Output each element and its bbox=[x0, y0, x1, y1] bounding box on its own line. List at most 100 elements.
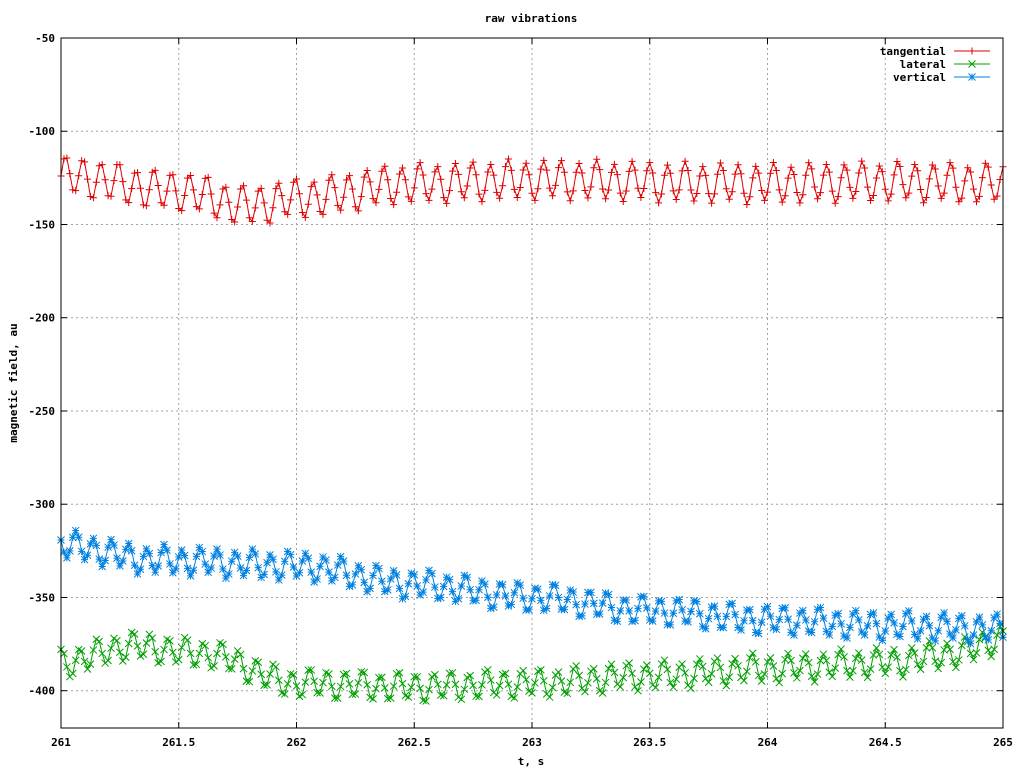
data-point-lateral bbox=[725, 673, 734, 682]
data-point-vertical bbox=[616, 607, 625, 615]
data-point-lateral bbox=[651, 683, 660, 692]
data-point-lateral bbox=[890, 645, 898, 654]
data-point-tangential bbox=[869, 192, 877, 200]
data-point-vertical bbox=[357, 565, 366, 574]
data-point-tangential bbox=[740, 189, 748, 197]
data-point-vertical bbox=[666, 621, 675, 629]
data-point-tangential bbox=[398, 164, 406, 172]
data-point-tangential bbox=[357, 193, 365, 201]
data-point-vertical bbox=[657, 597, 666, 606]
data-point-tangential bbox=[419, 171, 427, 179]
data-point-vertical bbox=[710, 602, 719, 610]
data-point-vertical bbox=[433, 594, 442, 603]
data-point-vertical bbox=[263, 558, 271, 567]
data-point-lateral bbox=[86, 660, 95, 668]
data-point-lateral bbox=[784, 649, 792, 658]
legend-marker-lateral bbox=[968, 60, 976, 68]
data-point-tangential bbox=[360, 173, 368, 181]
data-point-lateral bbox=[554, 668, 563, 677]
data-point-tangential bbox=[134, 169, 142, 177]
data-point-tangential bbox=[622, 187, 630, 195]
data-point-tangential bbox=[881, 185, 889, 193]
data-point-vertical bbox=[990, 614, 999, 622]
data-point-tangential bbox=[990, 195, 998, 203]
data-point-vertical bbox=[428, 569, 436, 578]
data-point-vertical bbox=[993, 610, 1001, 618]
data-point-tangential bbox=[766, 169, 774, 177]
data-point-tangential bbox=[687, 186, 695, 194]
data-point-tangential bbox=[516, 183, 524, 191]
y-tick-label: -300 bbox=[29, 498, 56, 511]
data-point-lateral bbox=[325, 670, 333, 678]
data-point-lateral bbox=[77, 647, 86, 655]
data-point-lateral bbox=[754, 671, 763, 680]
data-point-vertical bbox=[369, 571, 377, 580]
data-point-vertical bbox=[342, 571, 351, 580]
x-tick-label: 265 bbox=[993, 736, 1013, 749]
data-point-lateral bbox=[431, 670, 439, 679]
data-point-lateral bbox=[219, 640, 227, 649]
data-point-vertical bbox=[204, 568, 213, 577]
data-point-lateral bbox=[236, 650, 245, 659]
data-point-tangential bbox=[996, 175, 1004, 183]
data-point-tangential bbox=[366, 178, 374, 186]
data-point-vertical bbox=[866, 610, 875, 619]
data-point-vertical bbox=[233, 552, 242, 560]
data-point-tangential bbox=[911, 160, 919, 168]
data-point-lateral bbox=[592, 674, 601, 683]
data-point-tangential bbox=[251, 204, 259, 212]
data-point-vertical bbox=[996, 619, 1004, 628]
data-point-tangential bbox=[887, 190, 895, 198]
data-point-vertical bbox=[348, 581, 357, 589]
data-point-vertical bbox=[916, 626, 925, 635]
data-point-lateral bbox=[642, 661, 651, 670]
data-point-vertical bbox=[899, 622, 907, 631]
data-point-vertical bbox=[475, 585, 483, 594]
data-point-vertical bbox=[254, 563, 263, 572]
data-point-lateral bbox=[798, 654, 807, 663]
data-point-lateral bbox=[142, 639, 151, 647]
data-point-vertical bbox=[581, 600, 589, 608]
data-point-tangential bbox=[396, 170, 404, 178]
data-point-tangential bbox=[78, 157, 86, 165]
data-point-vertical bbox=[972, 618, 981, 626]
data-point-tangential bbox=[655, 199, 663, 207]
data-point-lateral bbox=[772, 674, 781, 683]
data-point-tangential bbox=[920, 199, 928, 207]
data-point-lateral bbox=[195, 649, 204, 658]
data-point-lateral bbox=[822, 656, 831, 665]
data-point-lateral bbox=[713, 654, 722, 662]
data-point-lateral bbox=[469, 681, 477, 690]
data-point-vertical bbox=[728, 599, 737, 608]
data-point-vertical bbox=[280, 557, 289, 566]
data-point-vertical bbox=[678, 605, 686, 614]
data-point-tangential bbox=[272, 185, 280, 193]
data-point-tangential bbox=[139, 201, 147, 209]
data-point-lateral bbox=[528, 689, 536, 697]
data-point-lateral bbox=[757, 677, 766, 685]
data-point-lateral bbox=[342, 669, 351, 678]
data-point-lateral bbox=[339, 670, 348, 679]
data-point-vertical bbox=[383, 586, 392, 594]
data-point-lateral bbox=[834, 650, 843, 659]
data-point-lateral bbox=[160, 645, 168, 654]
data-point-tangential bbox=[578, 169, 586, 177]
data-point-vertical bbox=[304, 554, 313, 563]
data-point-lateral bbox=[990, 645, 999, 654]
data-point-tangential bbox=[128, 185, 136, 193]
data-point-tangential bbox=[413, 165, 421, 173]
data-point-vertical bbox=[610, 616, 619, 625]
data-point-lateral bbox=[637, 678, 645, 686]
data-point-tangential bbox=[434, 163, 442, 171]
data-point-vertical bbox=[881, 627, 890, 635]
data-point-vertical bbox=[230, 548, 239, 557]
data-point-tangential bbox=[101, 176, 109, 184]
data-point-vertical bbox=[931, 636, 940, 645]
data-point-lateral bbox=[813, 670, 822, 678]
data-point-vertical bbox=[831, 611, 840, 620]
data-point-vertical bbox=[60, 548, 68, 556]
data-point-tangential bbox=[428, 185, 436, 193]
data-point-vertical bbox=[454, 594, 463, 603]
data-point-tangential bbox=[663, 161, 671, 169]
data-point-tangential bbox=[89, 194, 97, 202]
